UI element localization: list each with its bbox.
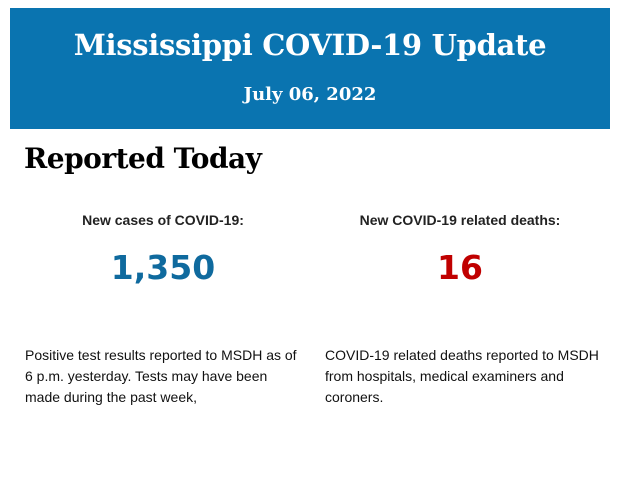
new-cases-description: Positive test results reported to MSDH a… [25, 347, 297, 405]
new-deaths-block: New COVID-19 related deaths: 16 [315, 212, 605, 287]
new-cases-label: New cases of COVID-19: [82, 212, 244, 228]
new-cases-value: 1,350 [110, 248, 216, 287]
section-title: Reported Today [24, 142, 262, 175]
page-title: Mississippi COVID-19 Update [73, 28, 547, 62]
new-cases-block: New cases of COVID-19: 1,350 [18, 212, 308, 287]
new-deaths-description: COVID-19 related deaths reported to MSDH… [325, 347, 599, 405]
report-date: July 06, 2022 [243, 84, 377, 105]
new-deaths-label: New COVID-19 related deaths: [359, 212, 561, 228]
new-deaths-value: 16 [437, 248, 483, 287]
header-banner: Mississippi COVID-19 Update July 06, 202… [10, 8, 610, 129]
